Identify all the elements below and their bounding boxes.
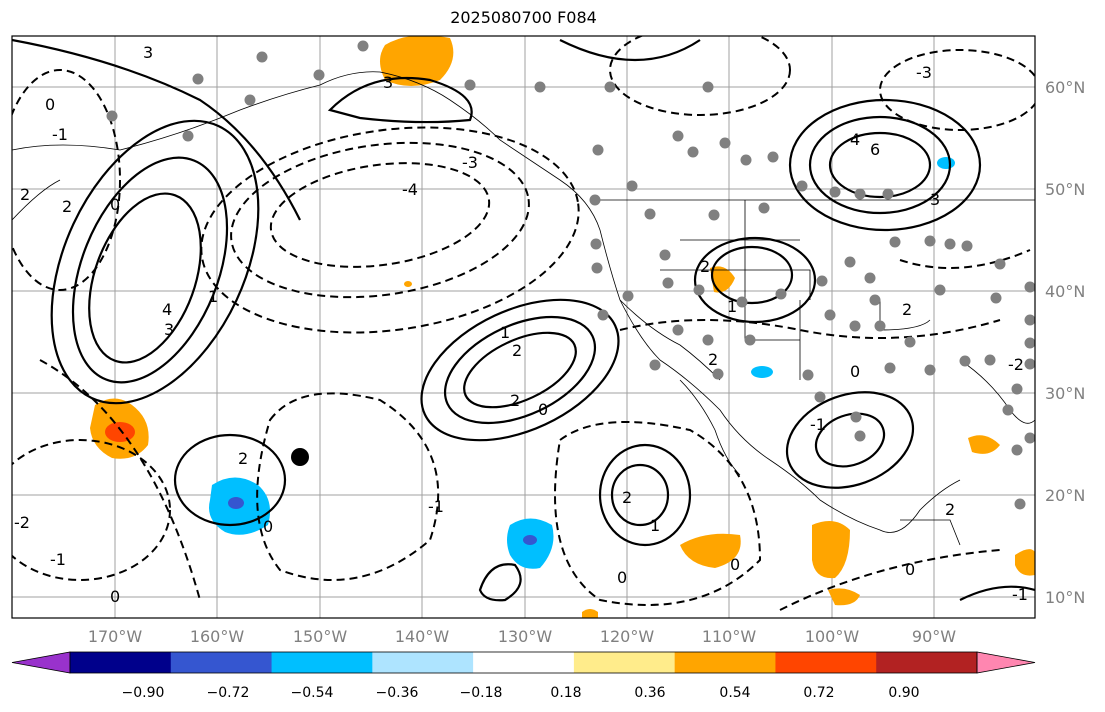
colorbar-tick-label: −0.36 <box>376 685 419 701</box>
lon-label: 170°W <box>88 627 143 646</box>
colorbar-cell <box>170 652 273 673</box>
contour-label: 0 <box>905 560 915 579</box>
lat-label: 40°N <box>1045 282 1085 301</box>
contour-label: 0 <box>538 400 548 419</box>
colorbar-cell <box>372 652 474 673</box>
lat-label: 50°N <box>1045 180 1085 199</box>
colorbar-cell <box>573 652 676 673</box>
colorbar: −0.90 −0.72 −0.54 −0.36 −0.18 0.18 0.36 … <box>11 651 1036 701</box>
plot-title: 2025080700 F084 <box>450 8 597 27</box>
contour-label: 0 <box>110 195 120 214</box>
contour-label: 4 <box>162 300 172 319</box>
map-content: 3 3 0 -1 2 2 0 -3 -4 1 4 3 1 2 2 0 -1 -2… <box>12 36 1035 618</box>
contour-label: -4 <box>402 180 418 199</box>
contour-label: 0 <box>263 517 273 536</box>
colorbar-tick-label: −0.90 <box>122 685 165 701</box>
contour-label: -1 <box>810 415 826 434</box>
lon-label: 120°W <box>600 627 655 646</box>
lat-label: 60°N <box>1045 78 1085 97</box>
contour-label: -2 <box>14 513 30 532</box>
contour-label: 3 <box>164 320 174 339</box>
contour-label: 2 <box>902 300 912 319</box>
lat-label: 30°N <box>1045 384 1085 403</box>
contour-label: 3 <box>383 73 393 92</box>
lon-label: 130°W <box>498 627 553 646</box>
colorbar-cells <box>11 651 1036 674</box>
longitude-labels: 170°W 160°W 150°W 140°W 130°W 120°W 110°… <box>88 627 956 646</box>
colorbar-frame <box>69 651 978 674</box>
colorbar-cell <box>271 652 373 673</box>
colorbar-tick-label: −0.72 <box>207 685 250 701</box>
contour-label: -1 <box>50 550 66 569</box>
contour-label: 2 <box>20 185 30 204</box>
contour-label: 3 <box>143 43 153 62</box>
contour-label: -2 <box>1008 355 1024 374</box>
negative-contours <box>12 36 1035 611</box>
contour-label: 3 <box>930 190 940 209</box>
map-frame <box>11 35 1036 619</box>
lat-label: 10°N <box>1045 588 1085 607</box>
contour-label: 0 <box>45 95 55 114</box>
contour-label: 2 <box>700 257 710 276</box>
colorbar-tick-label: 0.90 <box>888 685 919 701</box>
colorbar-cell <box>674 652 776 673</box>
colorbar-tick-label: −0.18 <box>460 685 503 701</box>
contour-label: 2 <box>945 500 955 519</box>
colorbar-ticks: −0.90 −0.72 −0.54 −0.36 −0.18 0.18 0.36 … <box>122 685 920 701</box>
contour-label: 0 <box>110 587 120 606</box>
colorbar-tick-label: 0.36 <box>634 685 665 701</box>
lon-label: 110°W <box>702 627 757 646</box>
contour-label: 0 <box>850 362 860 381</box>
colorbar-tick-label: 0.54 <box>719 685 750 701</box>
contour-label: 6 <box>870 140 880 159</box>
contour-label: 0 <box>617 568 627 587</box>
contour-label: 1 <box>650 516 660 535</box>
contour-labels: 3 3 0 -1 2 2 0 -3 -4 1 4 3 1 2 2 0 -1 -2… <box>14 43 1028 606</box>
colorbar-tick-label: −0.54 <box>291 685 334 701</box>
lat-label: 20°N <box>1045 486 1085 505</box>
contour-label: 2 <box>708 350 718 369</box>
colorbar-extend-max <box>976 651 1036 674</box>
colorbar-extend-min <box>11 651 71 674</box>
colorbar-tick-label: 0.18 <box>550 685 581 701</box>
contour-label: 0 <box>730 555 740 574</box>
contour-label: 1 <box>208 287 218 306</box>
contour-label: -1 <box>428 497 444 516</box>
contour-label: -1 <box>52 125 68 144</box>
colorbar-cell <box>70 652 172 673</box>
contour-label: -3 <box>916 63 932 82</box>
colorbar-tick-label: 0.72 <box>803 685 834 701</box>
colorbar-cell <box>473 652 575 673</box>
contour-label: 2 <box>510 391 520 410</box>
contour-label: 2 <box>512 341 522 360</box>
contour-label: 4 <box>850 130 860 149</box>
lon-label: 140°W <box>395 627 450 646</box>
contour-label: -3 <box>462 153 478 172</box>
storm-center-marker <box>291 448 309 466</box>
contour-label: 2 <box>238 449 248 468</box>
lon-label: 100°W <box>805 627 860 646</box>
station-dots <box>106 40 1035 510</box>
colorbar-cell <box>876 652 978 673</box>
contour-label: 1 <box>727 297 737 316</box>
contour-label: 2 <box>622 488 632 507</box>
colorbar-cell <box>775 652 877 673</box>
lon-label: 150°W <box>293 627 348 646</box>
contour-label: -1 <box>1012 585 1028 604</box>
contour-label: 2 <box>62 197 72 216</box>
contour-label: 1 <box>500 323 510 342</box>
lon-label: 160°W <box>190 627 245 646</box>
latitude-labels: 60°N 50°N 40°N 30°N 20°N 10°N <box>1045 78 1085 607</box>
lon-label: 90°W <box>912 627 956 646</box>
